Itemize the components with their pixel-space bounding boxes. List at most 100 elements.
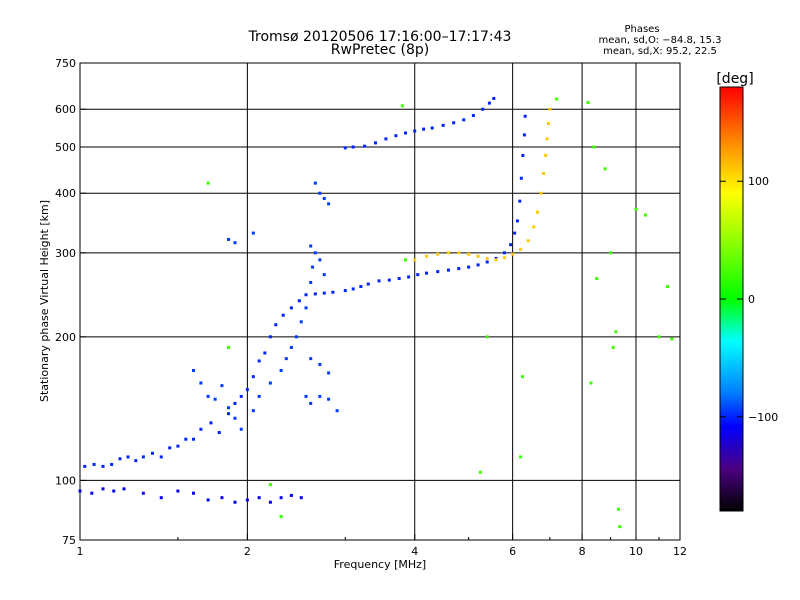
colorbar-tick-label: −100 (748, 411, 778, 424)
data-point (436, 270, 440, 274)
data-point (101, 464, 105, 468)
data-point (476, 263, 480, 267)
data-point (78, 489, 82, 493)
data-point (274, 323, 278, 327)
data-point (233, 500, 237, 504)
data-point (343, 289, 347, 293)
data-point (318, 362, 322, 366)
x-tick-label: 12 (673, 545, 687, 558)
data-point (168, 446, 172, 450)
colorbar-ticks: 100 0 −100 (720, 175, 778, 424)
data-point (245, 388, 249, 392)
data-point (457, 267, 461, 271)
x-tick-label: 2 (244, 545, 251, 558)
data-point (233, 241, 237, 245)
plot-area (79, 62, 681, 541)
data-point (150, 451, 154, 455)
data-point (611, 345, 615, 349)
data-point (281, 313, 285, 317)
y-tick-label: 500 (55, 141, 76, 154)
data-point (485, 256, 489, 260)
data-point (309, 401, 313, 405)
data-point (268, 483, 272, 487)
data-point (643, 213, 647, 217)
data-point (425, 254, 429, 258)
chart-title: Tromsø 20120506 17:16:00–17:17:43 (248, 29, 512, 45)
data-point (492, 96, 496, 100)
data-point (227, 412, 231, 416)
data-point (670, 337, 674, 341)
data-point (257, 359, 261, 363)
x-tick-label: 8 (579, 545, 586, 558)
data-point (304, 293, 308, 297)
data-point (404, 131, 408, 135)
data-point (446, 251, 450, 255)
data-point (297, 299, 301, 303)
data-point (523, 114, 527, 118)
y-tick-label: 75 (62, 534, 76, 547)
data-point (471, 114, 475, 118)
data-point (257, 496, 261, 500)
data-point (327, 202, 331, 206)
y-axis-ticks: 75 100 200 300 400 500 600 750 (55, 57, 86, 547)
data-point (446, 268, 450, 272)
data-point (126, 455, 130, 459)
data-point (467, 252, 471, 256)
data-point (657, 335, 661, 339)
data-point (519, 176, 523, 180)
data-point (589, 381, 593, 385)
data-point (299, 496, 303, 500)
x-tick-label: 10 (629, 545, 643, 558)
data-point (519, 247, 523, 251)
stats-title: Phases (624, 24, 659, 35)
data-point (279, 368, 283, 372)
data-point (257, 394, 261, 398)
data-point (539, 191, 543, 195)
data-point (318, 258, 322, 262)
data-point (485, 335, 489, 339)
y-tick-label: 300 (55, 247, 76, 260)
data-point (268, 500, 272, 504)
data-point (467, 265, 471, 269)
data-point (184, 437, 188, 441)
data-point (485, 260, 489, 264)
x-tick-label: 4 (411, 545, 418, 558)
data-point (351, 145, 355, 149)
data-point (603, 167, 607, 171)
data-point (199, 381, 203, 385)
data-point (478, 470, 482, 474)
data-point (313, 181, 317, 185)
data-point (436, 252, 440, 256)
data-point (413, 129, 417, 133)
y-tick-label: 400 (55, 187, 76, 200)
data-point (335, 409, 339, 413)
data-point (387, 278, 391, 282)
data-point (363, 144, 367, 148)
data-point (313, 292, 317, 296)
data-point (327, 371, 331, 375)
data-point (618, 525, 622, 529)
data-point (394, 134, 398, 138)
data-point (227, 406, 231, 410)
grid-lines (80, 63, 680, 540)
data-point (595, 277, 599, 281)
data-point (239, 394, 243, 398)
data-point (592, 145, 596, 149)
data-point (515, 219, 519, 223)
data-point (199, 427, 203, 431)
data-point (351, 287, 355, 291)
data-point (206, 498, 210, 502)
data-point (309, 280, 313, 284)
colorbar-tick-label: 100 (748, 175, 769, 188)
data-point (213, 397, 217, 401)
data-point (384, 137, 388, 141)
data-point (327, 397, 331, 401)
data-point (502, 251, 506, 255)
data-point (494, 258, 498, 262)
data-point (227, 237, 231, 241)
data-point (397, 277, 401, 281)
x-axis-ticks: 1 2 4 6 8 10 12 (77, 534, 687, 558)
data-point (407, 275, 411, 279)
data-point (452, 121, 456, 125)
x-tick-label: 6 (509, 545, 516, 558)
